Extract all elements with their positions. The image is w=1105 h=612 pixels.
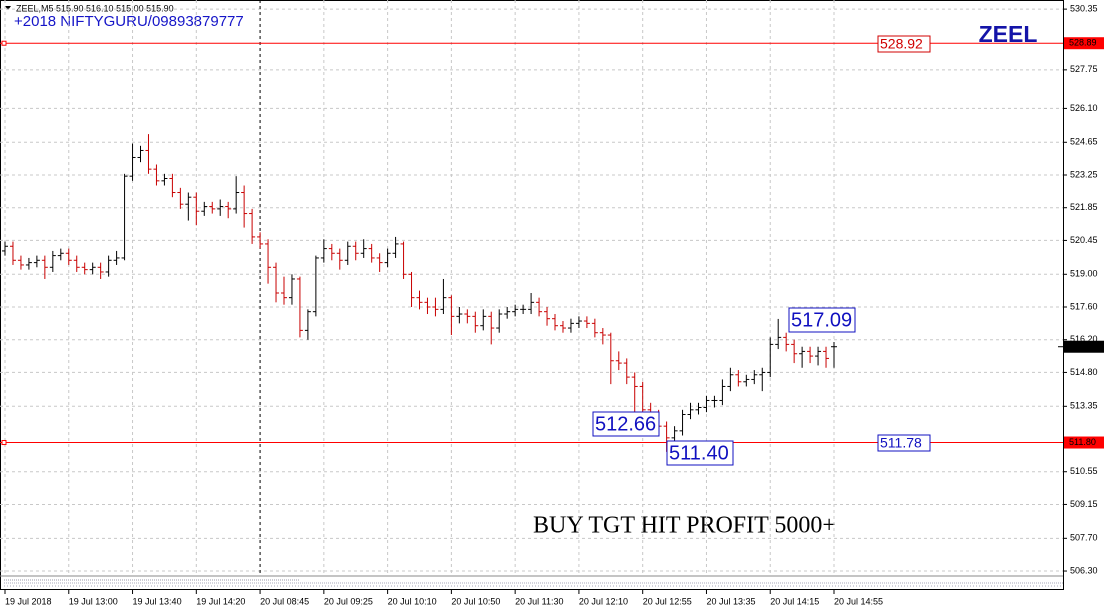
note: BUY TGT HIT PROFIT 5000+: [533, 513, 836, 539]
level-tag-label: 511.80: [1069, 437, 1096, 447]
level-tag-label: 528.89: [1069, 38, 1097, 48]
annotation-box: [788, 307, 856, 333]
annotation-box: [877, 434, 931, 452]
x-tick-label: 19 Jul 13:40: [133, 596, 182, 606]
level-tag: [1064, 37, 1104, 50]
y-tick-label: 520.45: [1070, 235, 1098, 245]
y-tick-label: 526.10: [1070, 103, 1098, 113]
plot-frame: [0, 0, 1064, 590]
y-tick-label: 521.85: [1070, 202, 1098, 212]
y-tick-label: 509.15: [1070, 499, 1098, 509]
header: ZEEL,M5 515.90 516.10 515.00 515.90: [16, 3, 174, 13]
x-tick-label: 20 Jul 13:35: [706, 596, 755, 606]
x-tick-label: 19 Jul 14:20: [196, 596, 245, 606]
y-tick-label: 507.70: [1070, 533, 1098, 543]
x-tick-label: 20 Jul 12:10: [579, 596, 628, 606]
y-tick-label: 523.25: [1070, 169, 1098, 179]
annotation: 511.40: [669, 442, 729, 464]
y-tick-label: 530.35: [1070, 3, 1098, 13]
x-tick-label: 19 Jul 13:00: [69, 596, 118, 606]
level-marker: [1, 40, 7, 46]
y-tick-label: 510.55: [1070, 466, 1098, 476]
y-tick-label: 514.80: [1070, 367, 1098, 377]
x-tick-label: 20 Jul 11:30: [515, 596, 563, 606]
menu-arrow: [5, 6, 11, 10]
x-tick-label: 20 Jul 14:55: [834, 596, 883, 606]
last-price-label: 515.90: [1069, 341, 1097, 351]
annotation-box: [666, 440, 734, 466]
annotation: 528.92: [880, 36, 923, 52]
last-price-tag: [1064, 340, 1104, 353]
x-tick-label: 20 Jul 14:15: [770, 596, 819, 606]
y-tick-label: 527.75: [1070, 64, 1098, 74]
y-tick-label: 513.35: [1070, 401, 1098, 411]
x-tick-label: 20 Jul 08:45: [260, 596, 309, 606]
subtitle: +2018 NIFTYGURU/09893879777: [14, 13, 244, 30]
y-tick-label: 516.20: [1070, 334, 1098, 344]
annotation: 511.78: [880, 435, 922, 451]
x-tick-label: 19 Jul 2018: [5, 596, 52, 606]
annotation-box: [592, 411, 660, 437]
y-tick-label: 506.30: [1070, 565, 1098, 575]
y-tick-label: 524.65: [1070, 137, 1098, 147]
x-tick-label: 20 Jul 12:55: [643, 596, 692, 606]
level-tag: [1064, 436, 1104, 449]
level-marker: [1, 440, 7, 446]
y-tick-label: 517.60: [1070, 301, 1098, 311]
y-tick-label: 519.00: [1070, 269, 1098, 279]
x-tick-label: 20 Jul 10:50: [451, 596, 500, 606]
annotation-box: [877, 35, 931, 53]
x-tick-label: 20 Jul 10:10: [388, 596, 437, 606]
x-tick-label: 20 Jul 09:25: [324, 596, 373, 606]
annotation: 512.66: [595, 413, 656, 435]
annotation: 517.09: [791, 309, 852, 331]
